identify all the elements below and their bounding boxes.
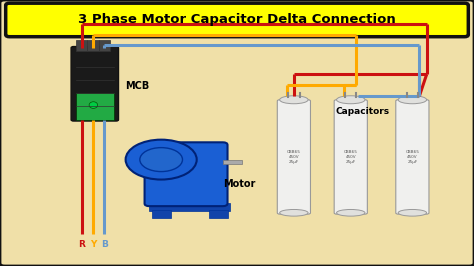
Bar bbox=[76, 93, 114, 120]
FancyBboxPatch shape bbox=[334, 100, 367, 214]
Text: Motor: Motor bbox=[223, 178, 255, 189]
Bar bbox=[223, 160, 242, 164]
Ellipse shape bbox=[89, 102, 98, 108]
Text: B: B bbox=[101, 240, 108, 249]
Ellipse shape bbox=[398, 210, 427, 216]
FancyBboxPatch shape bbox=[6, 3, 468, 37]
Text: CBB65
450V
25µF: CBB65 450V 25µF bbox=[344, 150, 358, 164]
Bar bbox=[76, 40, 87, 51]
Circle shape bbox=[140, 148, 182, 172]
Bar bbox=[99, 40, 110, 51]
Ellipse shape bbox=[280, 96, 308, 104]
FancyBboxPatch shape bbox=[277, 100, 310, 214]
Text: R: R bbox=[78, 240, 85, 249]
Text: 3 Phase Motor Capacitor Delta Connection: 3 Phase Motor Capacitor Delta Connection bbox=[78, 13, 396, 26]
Bar bbox=[87, 40, 99, 51]
Ellipse shape bbox=[398, 96, 427, 104]
Text: CBB65
450V
25µF: CBB65 450V 25µF bbox=[405, 150, 419, 164]
Bar bbox=[209, 210, 228, 218]
FancyBboxPatch shape bbox=[71, 47, 118, 121]
Ellipse shape bbox=[337, 96, 365, 104]
Text: Y: Y bbox=[90, 240, 96, 249]
Text: CBB65
450V
25µF: CBB65 450V 25µF bbox=[287, 150, 301, 164]
FancyBboxPatch shape bbox=[396, 100, 429, 214]
Bar bbox=[152, 210, 171, 218]
FancyBboxPatch shape bbox=[145, 142, 228, 206]
Bar bbox=[149, 203, 230, 211]
Text: MCB: MCB bbox=[126, 81, 150, 92]
Text: Capacitors: Capacitors bbox=[336, 107, 390, 116]
Circle shape bbox=[126, 140, 197, 180]
Ellipse shape bbox=[337, 210, 365, 216]
Ellipse shape bbox=[280, 210, 308, 216]
